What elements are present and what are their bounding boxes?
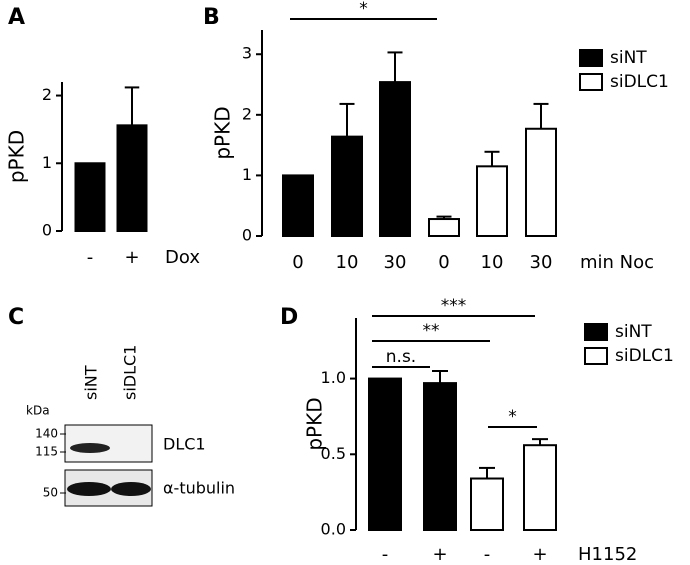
- bar: [74, 162, 106, 232]
- x-tick-label: 30: [384, 252, 407, 273]
- x-tick-label: 0: [438, 252, 449, 273]
- y-axis-title: pPKD: [5, 130, 29, 183]
- y-tick-label: 1: [42, 153, 52, 172]
- significance-label: n.s.: [386, 347, 416, 367]
- legend-label: siDLC1: [610, 72, 669, 92]
- bar: [428, 218, 460, 237]
- legend-swatch: [579, 73, 603, 91]
- error-bar: [387, 51, 403, 83]
- y-tick-label: 1: [242, 165, 252, 184]
- lane-label: siNT: [82, 365, 101, 400]
- legend-swatch: [579, 49, 603, 67]
- bar: [525, 127, 557, 237]
- blot-box: [64, 424, 153, 463]
- error-bar: [339, 102, 355, 137]
- marker-label: 115: [35, 445, 58, 459]
- x-tick-label: -: [484, 544, 491, 565]
- band: [111, 482, 151, 496]
- y-tick-label: 0: [242, 226, 252, 245]
- bar: [423, 382, 457, 531]
- bar: [116, 124, 148, 232]
- x-tick-label: +: [432, 544, 447, 565]
- significance-label: ***: [441, 296, 467, 316]
- x-tick-label: 0: [292, 252, 303, 273]
- error-bar: [484, 150, 500, 167]
- y-axis-title: pPKD: [211, 106, 235, 159]
- x-tick-label: 10: [481, 252, 504, 273]
- y-tick-label: 1.0: [321, 368, 346, 387]
- panel-letter: D: [280, 305, 298, 330]
- error-bar: [532, 438, 548, 446]
- panel-letter: C: [8, 305, 24, 330]
- panel-letter: B: [203, 5, 220, 30]
- legend-label: siDLC1: [615, 346, 674, 366]
- bar: [282, 174, 314, 237]
- lane-label: siDLC1: [121, 345, 140, 400]
- x-tick-label: -: [382, 544, 389, 565]
- error-bar: [436, 215, 452, 220]
- x-tick-label: -: [87, 247, 94, 268]
- panel-letter: A: [8, 5, 25, 30]
- error-bar: [533, 102, 549, 129]
- y-axis-title: pPKD: [303, 397, 327, 450]
- bar: [476, 165, 508, 237]
- significance-label: *: [359, 0, 368, 19]
- bar: [331, 135, 363, 238]
- protein-label: α-tubulin: [163, 479, 235, 498]
- x-tick-label: 10: [336, 252, 359, 273]
- y-tick-label: 2: [242, 104, 252, 123]
- marker-label: 50: [43, 486, 58, 500]
- error-bar: [432, 370, 448, 384]
- bar: [379, 81, 411, 237]
- band: [70, 443, 110, 453]
- bar: [470, 477, 504, 531]
- bar: [368, 377, 402, 532]
- blot-unit: kDa: [26, 404, 50, 418]
- bar: [523, 444, 557, 532]
- y-tick-label: 3: [242, 44, 252, 63]
- x-tick-label: +: [532, 544, 547, 565]
- y-tick-label: 0.5: [321, 444, 346, 463]
- x-tick-label: +: [124, 247, 139, 268]
- x-axis-title: min Noc: [580, 252, 654, 273]
- legend-swatch: [584, 323, 608, 341]
- band: [67, 482, 111, 496]
- legend-label: siNT: [615, 322, 652, 342]
- error-bar: [479, 466, 495, 479]
- marker-label: 140: [35, 427, 58, 441]
- protein-label: DLC1: [163, 435, 206, 454]
- legend-swatch: [584, 347, 608, 365]
- y-tick-label: 0.0: [321, 520, 346, 539]
- legend-label: siNT: [610, 48, 647, 68]
- x-axis-title: H1152: [578, 544, 637, 565]
- x-tick-label: 30: [530, 252, 553, 273]
- y-tick-label: 2: [42, 85, 52, 104]
- error-bar: [124, 86, 140, 126]
- significance-label: **: [423, 321, 440, 341]
- y-tick-label: 0: [42, 221, 52, 240]
- significance-label: *: [508, 407, 517, 427]
- x-axis-title: Dox: [165, 247, 200, 268]
